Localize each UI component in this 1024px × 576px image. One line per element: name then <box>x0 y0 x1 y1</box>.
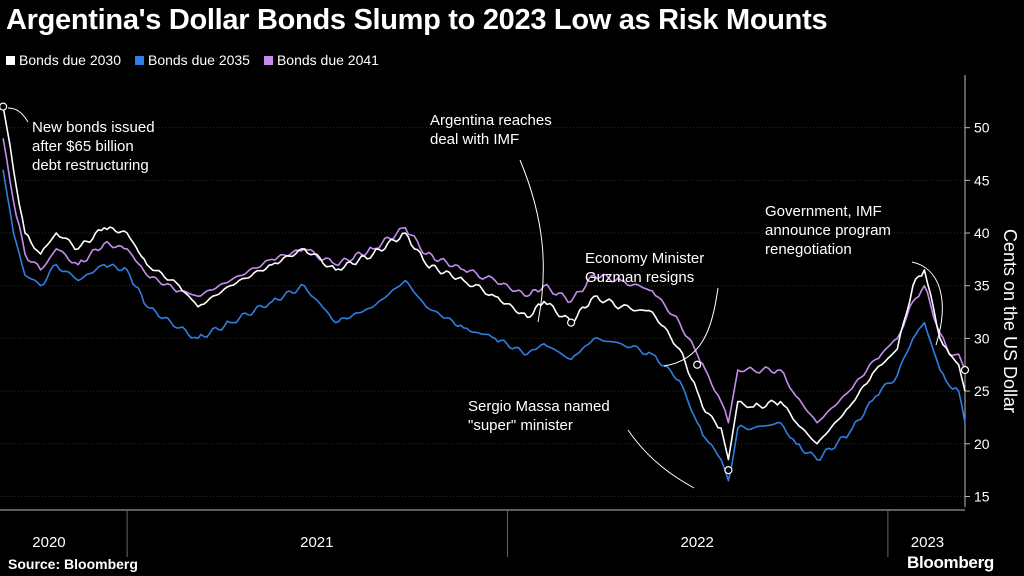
chart-title: Argentina's Dollar Bonds Slump to 2023 L… <box>6 4 828 36</box>
bloomberg-logo: Bloomberg <box>906 553 994 572</box>
annotation-line-2-1: Guzman resigns <box>585 269 694 286</box>
legend-item-2030: Bonds due 2030 <box>6 52 121 68</box>
x-tick-label-2021: 2021 <box>300 534 333 551</box>
y-tick-label-15: 15 <box>974 488 990 504</box>
annotation-line-1-0: Argentina reaches <box>430 112 552 129</box>
annotation-leader-4 <box>911 261 943 346</box>
annotation-line-1-1: deal with IMF <box>430 131 519 148</box>
annotation-leader-3 <box>627 429 695 489</box>
annotation-line-4-0: Government, IMF <box>765 203 882 220</box>
annotation-text-2: Economy Minister Guzman resigns <box>585 250 704 286</box>
annotation-line-0-1: after $65 billion <box>32 138 134 155</box>
legend-label-2030: Bonds due 2030 <box>19 52 121 68</box>
legend-swatch-2030 <box>6 55 15 65</box>
annotation-line-0-2: debt restructuring <box>32 157 149 174</box>
x-tick-label-2023: 2023 <box>911 534 944 551</box>
legend-label-2041: Bonds due 2041 <box>276 52 379 68</box>
y-tick-label-50: 50 <box>974 120 990 136</box>
legend-item-2035: Bonds due 2035 <box>134 52 250 68</box>
annotation-leader-1 <box>519 159 544 323</box>
annotation-marker-1 <box>566 318 576 327</box>
y-tick-label-25: 25 <box>974 383 990 399</box>
annotation-line-4-2: renegotiation <box>765 241 852 258</box>
series-line-bonds-due-2035 <box>2 169 966 482</box>
x-tick-label-2020: 2020 <box>32 534 65 551</box>
x-tick-label-2022: 2022 <box>680 534 713 551</box>
legend-swatch-2035 <box>134 55 144 65</box>
legend-item-2041: Bonds due 2041 <box>263 52 379 68</box>
legend-swatch-2041 <box>263 55 273 65</box>
annotation-text-0: New bonds issued after $65 billion debt re… <box>32 119 155 174</box>
annotation-line-3-1: "super" minister <box>468 417 573 434</box>
series-line-bonds-due-2041 <box>2 138 966 424</box>
y-tick-label-20: 20 <box>974 436 990 452</box>
legend: Bonds due 2030 Bonds due 2035 Bonds due … <box>6 52 379 68</box>
annotation-marker-4 <box>960 365 970 375</box>
y-tick-label-40: 40 <box>974 225 990 241</box>
y-tick-label-45: 45 <box>974 172 990 188</box>
y-tick-label-30: 30 <box>974 330 990 346</box>
annotation-text-1: Argentina reaches deal with IMF <box>430 112 552 148</box>
annotation-leader-0 <box>7 107 29 123</box>
annotation-text-3: Sergio Massa named "super" minister <box>468 398 610 434</box>
annotation-line-2-0: Economy Minister <box>585 250 704 267</box>
annotation-line-3-0: Sergio Massa named <box>468 398 610 415</box>
annotation-line-0-0: New bonds issued <box>32 119 155 136</box>
annotation-leader-2 <box>663 287 719 367</box>
annotation-marker-2 <box>693 360 702 369</box>
annotation-line-4-1: announce program <box>765 222 891 239</box>
annotation-marker-3 <box>724 466 733 475</box>
source-note: Source: Bloomberg <box>8 556 138 572</box>
y-axis-title: Cents on the US Dollar <box>1000 229 1020 413</box>
legend-label-2035: Bonds due 2035 <box>147 52 250 68</box>
annotation-text-4: Government, IMF announce program renegotia… <box>765 203 891 258</box>
y-tick-label-35: 35 <box>974 278 990 294</box>
series-line-bonds-due-2030 <box>2 106 966 461</box>
annotation-marker-0 <box>0 102 8 111</box>
